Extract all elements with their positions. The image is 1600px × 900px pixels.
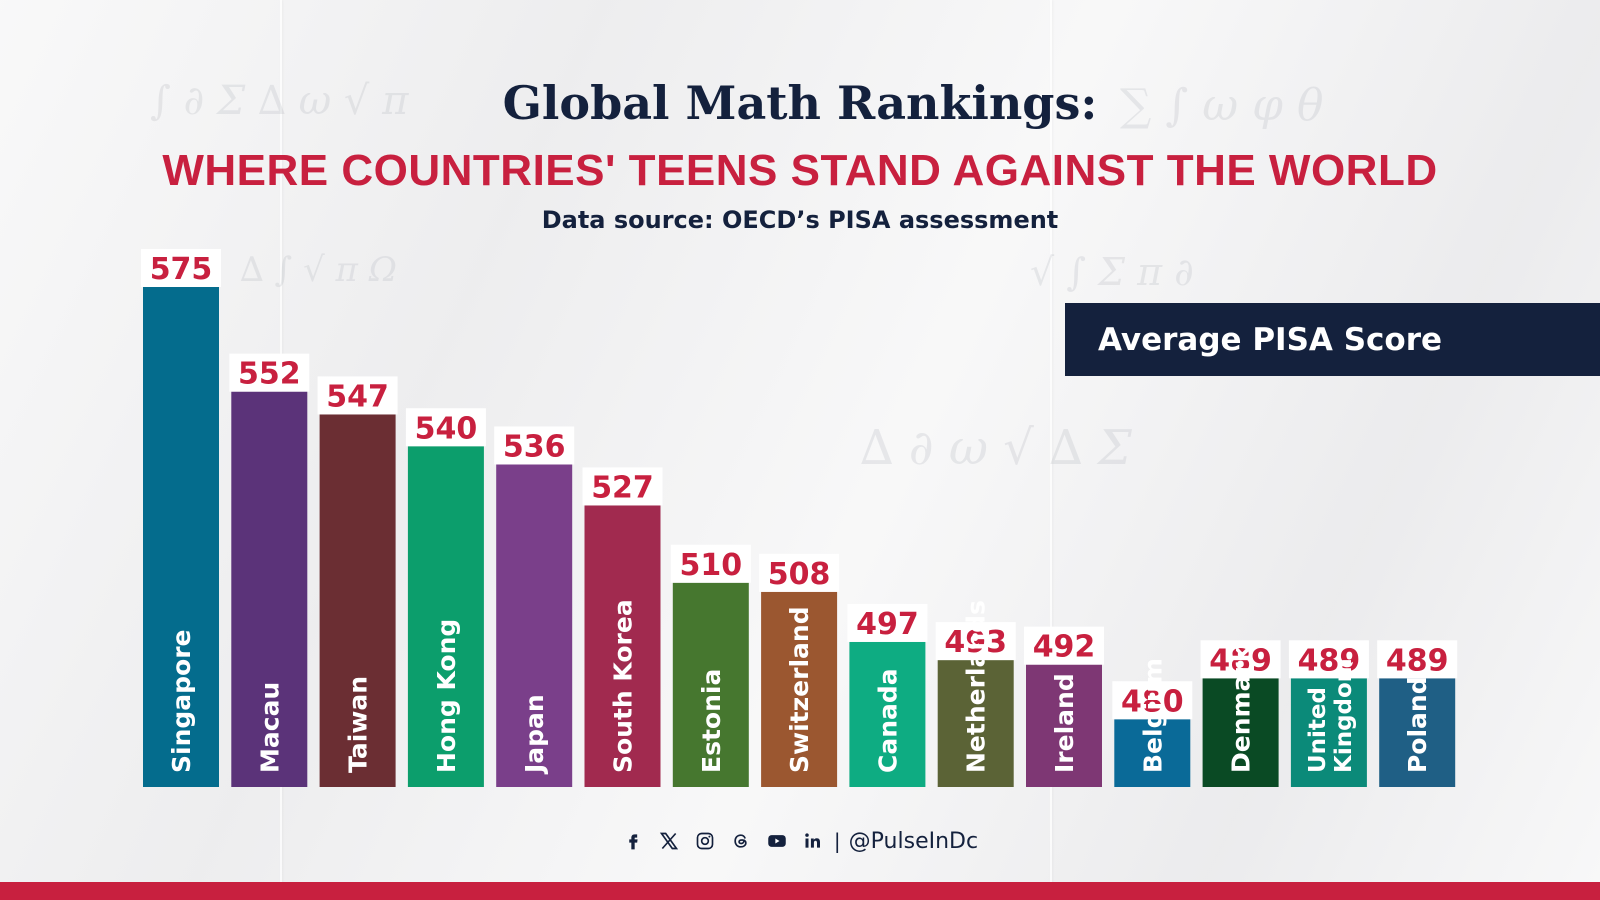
value-label-background <box>759 553 840 592</box>
value-label-background <box>1200 640 1281 679</box>
bar-belgium <box>1114 719 1191 787</box>
data-source-note: Data source: OECD’s PISA assessment <box>541 206 1059 234</box>
bar-denmark <box>1202 678 1279 787</box>
bar-taiwan <box>319 414 396 787</box>
value-label-background <box>1377 640 1458 679</box>
value-label: 508 <box>768 557 831 592</box>
value-label: 547 <box>326 379 389 414</box>
threads-icon[interactable] <box>730 830 752 852</box>
bar-japan <box>496 464 573 787</box>
value-label: 489 <box>1386 643 1449 678</box>
paper-fold-line <box>1050 0 1052 900</box>
value-label: 492 <box>1033 630 1096 665</box>
category-label: Ireland <box>1050 673 1079 773</box>
value-label-background <box>935 622 1016 661</box>
category-label: Denmark <box>1227 644 1256 773</box>
instagram-icon[interactable] <box>694 830 716 852</box>
social-handle[interactable]: @PulseInDc <box>848 828 979 854</box>
category-label: Japan <box>520 694 549 775</box>
value-label-background <box>582 467 663 506</box>
category-label: South Korea <box>609 599 638 773</box>
value-label: 510 <box>679 548 742 583</box>
value-label-background <box>229 353 310 392</box>
value-label-background <box>405 408 486 447</box>
category-label: Belgium <box>1138 658 1167 773</box>
value-label-background <box>494 426 575 465</box>
value-label: 527 <box>591 470 654 505</box>
category-label: Netherlands <box>962 600 991 773</box>
value-label: 489 <box>1209 643 1272 678</box>
bar-canada <box>849 641 926 787</box>
bar-ireland <box>1026 664 1102 787</box>
bar-singapore <box>143 287 219 787</box>
value-label: 552 <box>238 357 301 392</box>
value-label: 575 <box>150 252 213 287</box>
background-formula-decoration: ∆ ∫ √ π Ω <box>240 250 397 290</box>
value-label: 497 <box>856 607 919 642</box>
background-formula-decoration: ∆ ∂ ω √ ∆ Σ <box>860 420 1132 476</box>
value-label: 489 <box>1298 643 1361 678</box>
value-label-background <box>1112 681 1193 720</box>
legend-label-box: Average PISA Score <box>1065 303 1600 376</box>
category-label: Kingdom <box>1331 658 1357 773</box>
facebook-icon[interactable] <box>622 830 644 852</box>
bar-netherlands <box>937 660 1014 787</box>
value-label-background <box>317 376 398 415</box>
category-label: Switzerland <box>785 606 814 773</box>
background-formula-decoration: ∑ ∫ ω φ θ <box>1120 80 1324 131</box>
value-label: 480 <box>1121 684 1184 719</box>
x-icon[interactable] <box>658 830 680 852</box>
bar-hong-kong <box>407 446 484 787</box>
category-label: Estonia <box>697 669 726 773</box>
value-label-background <box>1024 626 1104 665</box>
category-label: United <box>1305 687 1331 773</box>
footer-separator: | <box>833 829 841 853</box>
bar-macau <box>231 391 308 787</box>
value-label-background <box>141 249 221 287</box>
category-label: Singapore <box>167 630 196 774</box>
value-label-background <box>1288 640 1369 679</box>
background-formula-decoration: ∫ ∂ Σ ∆ ω √ π <box>150 78 409 124</box>
social-footer: | @PulseInDc <box>0 826 1600 856</box>
background-formula-decoration: √ ∫ Σ π ∂ <box>1030 250 1194 294</box>
category-label: Hong Kong <box>432 619 461 773</box>
page-title: Global Math Rankings: <box>502 76 1098 130</box>
bar-south-korea <box>584 505 661 787</box>
youtube-icon[interactable] <box>766 830 788 852</box>
page-subtitle: WHERE COUNTRIES' TEENS STAND AGAINST THE… <box>162 146 1438 195</box>
value-label-background <box>670 544 751 583</box>
value-label-background <box>847 603 928 642</box>
category-label: Canada <box>873 668 902 773</box>
value-label: 540 <box>415 411 478 446</box>
bar-switzerland <box>761 591 838 787</box>
bottom-accent-bar <box>0 882 1600 900</box>
bar-estonia <box>672 582 749 787</box>
value-label: 493 <box>944 625 1007 660</box>
bar-poland <box>1379 678 1456 787</box>
category-label: Taiwan <box>344 676 373 773</box>
bar-united-kingdom <box>1290 678 1367 787</box>
category-label: Macau <box>255 682 284 773</box>
legend-label: Average PISA Score <box>1098 321 1443 358</box>
linkedin-icon[interactable] <box>802 830 824 852</box>
value-label: 536 <box>503 429 566 464</box>
category-label: Poland <box>1403 676 1432 773</box>
